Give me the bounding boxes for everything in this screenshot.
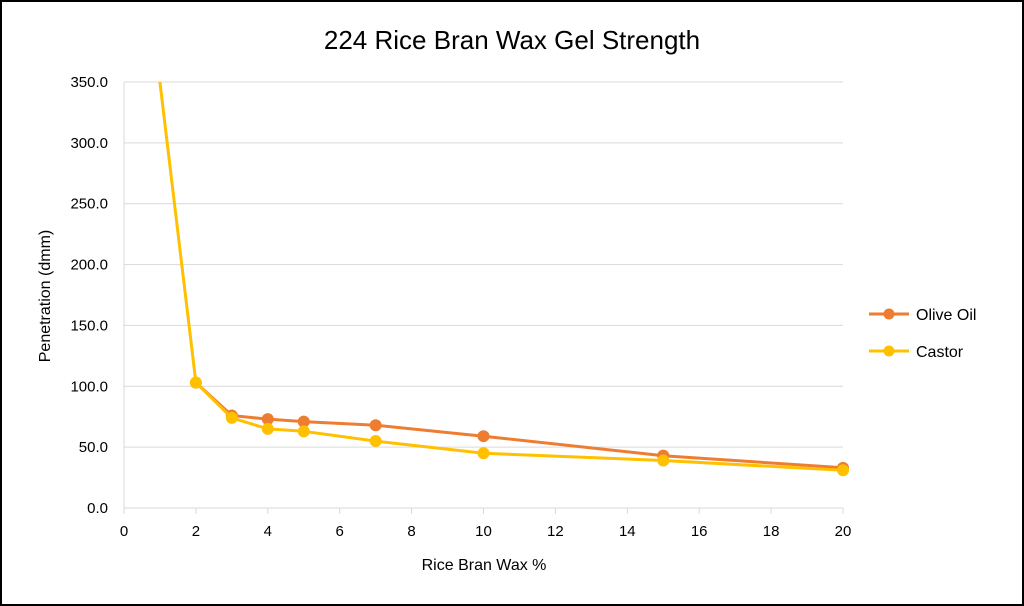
x-tick-label: 10 (475, 523, 492, 540)
y-tick-label: 150.0 (70, 317, 108, 334)
x-tick-label: 16 (691, 523, 708, 540)
data-point-castor (657, 454, 670, 467)
y-tick-label: 350.0 (70, 74, 108, 91)
series-lines (158, 81, 849, 477)
y-tick-label: 300.0 (70, 135, 108, 152)
data-point-castor (837, 464, 849, 477)
x-tick-label: 2 (192, 523, 200, 540)
data-point-castor (477, 447, 490, 460)
y-tick-label: 100.0 (70, 378, 108, 395)
data-point-castor (369, 435, 382, 448)
data-point-castor (189, 376, 202, 389)
y-tick-label: 200.0 (70, 257, 108, 274)
y-tick-label: 50.0 (79, 439, 108, 456)
data-point-castor (225, 411, 238, 424)
y-axis-label: Penetration (dmm) (37, 230, 54, 363)
legend-swatch-marker-olive-oil (883, 308, 895, 320)
data-point-castor (261, 422, 274, 435)
x-tick-label: 0 (120, 523, 128, 540)
x-axis-label: Rice Bran Wax % (422, 557, 547, 574)
gridlines (124, 81, 843, 448)
axes: 0.0 50.0 100.0 150.0 200.0 250.0 300.0 350.0 0 2 4… (70, 74, 851, 540)
legend-swatch-marker-castor (883, 345, 895, 357)
chart-title: 224 Rice Bran Wax Gel Strength (324, 25, 700, 55)
legend-label-castor: Castor (916, 344, 964, 361)
y-tick-label: 0.0 (87, 500, 108, 517)
x-tick-label: 6 (336, 523, 344, 540)
data-point-castor (297, 425, 310, 438)
x-tick-label: 12 (547, 523, 564, 540)
data-point-olive-oil (369, 419, 382, 432)
legend-label-olive-oil: Olive Oil (916, 307, 976, 324)
x-tick-label: 8 (407, 523, 415, 540)
x-tick-label: 20 (835, 523, 852, 540)
x-tick-label: 4 (264, 523, 272, 540)
series-line-castor (158, 81, 844, 472)
data-point-olive-oil (477, 430, 490, 443)
x-tick-label: 18 (763, 523, 780, 540)
legend: Olive Oil Castor (869, 307, 976, 361)
x-tick-label: 14 (619, 523, 636, 540)
y-tick-label: 250.0 (70, 196, 108, 213)
